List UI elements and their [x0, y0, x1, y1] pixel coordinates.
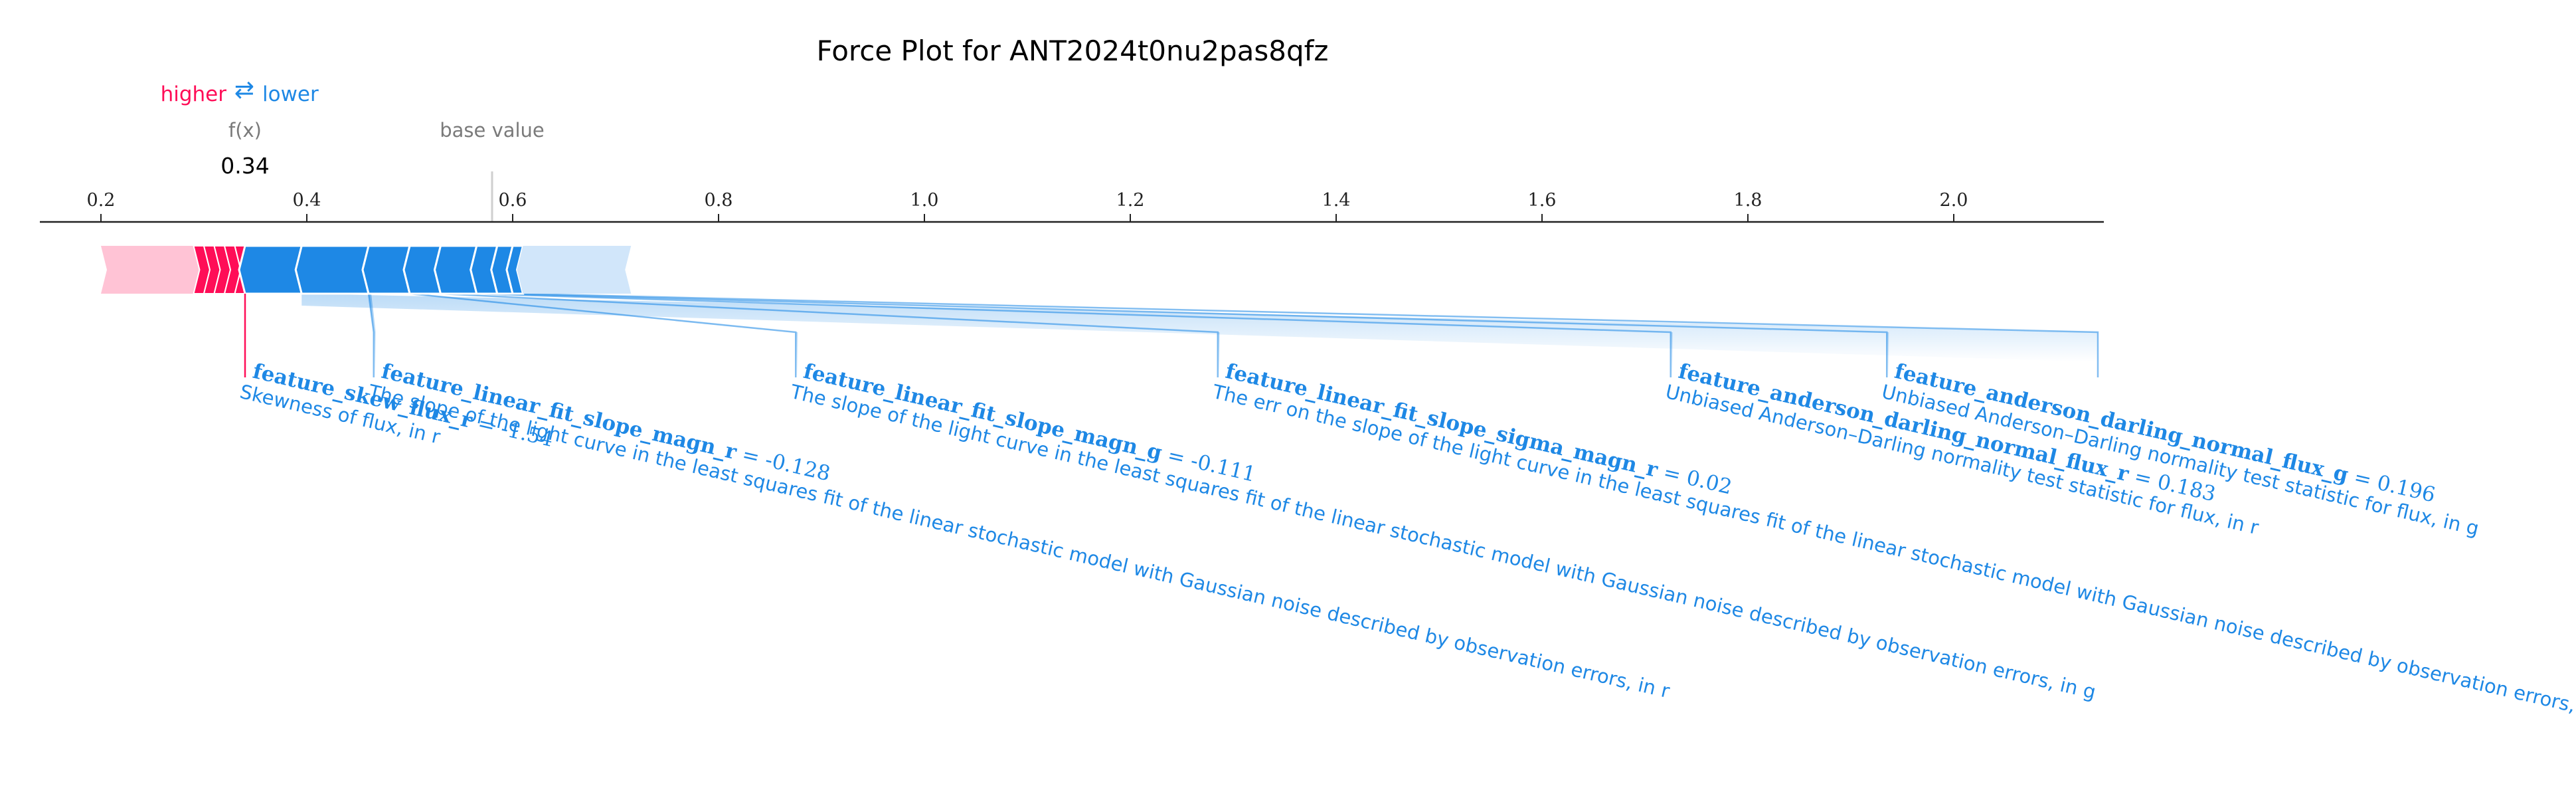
legend-arrows-icon: ⇄: [234, 76, 254, 104]
negative-bar-segment: [361, 245, 411, 295]
base-value-label: base value: [440, 119, 545, 142]
x-tick-label: 1.2: [1116, 190, 1145, 211]
legend: higher ⇄ lower: [161, 76, 319, 106]
fx-value: 0.34: [220, 153, 269, 179]
feature-name: feature_linear_fit_slope_sigma_magn_r: [1223, 359, 1660, 482]
connectors: [301, 292, 2099, 377]
force-bars: [101, 245, 632, 295]
legend-lower-label: lower: [262, 82, 319, 106]
feature-label-title: feature_linear_fit_slope_sigma_magn_r = …: [1223, 359, 1734, 500]
x-tick-label: 1.4: [1322, 190, 1351, 211]
x-tick-label: 0.2: [87, 190, 116, 211]
x-tick-label: 1.8: [1734, 190, 1762, 211]
x-tick-label: 0.4: [293, 190, 321, 211]
chart-title: Force Plot for ANT2024t0nu2pas8qfz: [817, 35, 1329, 67]
x-tick-label: 0.8: [705, 190, 733, 211]
negative-bar-segment: [294, 245, 370, 295]
x-tick-label: 1.6: [1528, 190, 1557, 211]
connector-band: [301, 294, 2098, 362]
x-tick-label: 2.0: [1940, 190, 1968, 211]
x-axis-ticks: 0.2 0.4 0.6 0.8 1.0 1.2 1.4 1.6 1.8 2.0: [87, 190, 1968, 222]
x-tick-label: 0.6: [499, 190, 527, 211]
legend-higher-label: higher: [161, 82, 227, 106]
negative-bar-fade: [517, 246, 632, 294]
negative-bar-segment: [238, 245, 303, 295]
fx-label: f(x): [228, 119, 262, 142]
connector-line: [523, 292, 2099, 377]
x-tick-label: 1.0: [910, 190, 939, 211]
feature-label-title: feature_linear_fit_slope_magn_g = -0.111: [801, 359, 1258, 487]
positive-bar-fade: [101, 246, 200, 294]
